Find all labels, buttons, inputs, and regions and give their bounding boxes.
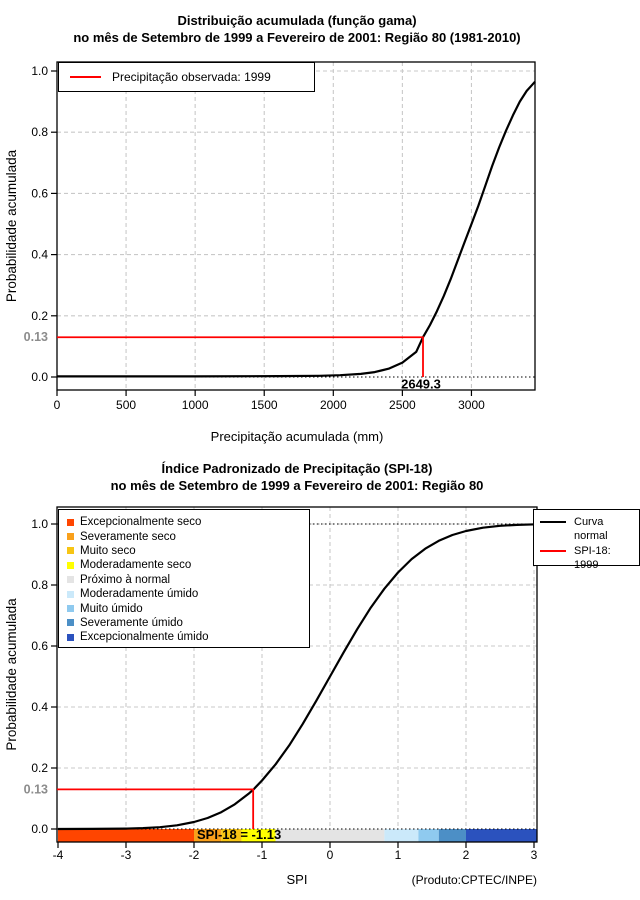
category-label: Moderadamente úmido [80,588,199,601]
spi-curves-legend: Curva normal SPI-18: 1999 [533,509,640,571]
y-tick-label: 1.0 [31,517,48,531]
curve-legend-label: Curva normal [574,516,608,542]
y-axis-label: Probabilidade acumulada [4,598,19,751]
colorbar-segment [438,829,466,842]
x-tick-label: -1 [257,848,268,862]
y-axis-label: Probabilidade acumulada [4,149,19,302]
legend-item: Muito seco [67,544,309,558]
legend-item: Excepcionalmente seco [67,515,309,529]
category-label: Severamente úmido [80,616,183,629]
legend-item: Muito úmido [67,601,309,615]
gamma-chart-title: Distribuição acumulada (função gama) no … [0,12,594,46]
y-tick-label: 0.6 [31,186,48,200]
plot-box [56,61,536,391]
colorbar-segment [466,829,538,842]
red-line-swatch [540,550,566,552]
y-tick-label: 0.4 [31,248,48,262]
gamma-legend-label: Precipitação observada: 1999 [112,70,271,84]
category-swatch [67,547,74,555]
legend-item: Excepcionalmente úmido [67,630,309,644]
legend-item: Moderadamente seco [67,558,309,572]
y-tick-label: 0.6 [31,639,48,653]
colorbar-segment [418,829,439,842]
x-tick-label: 1 [395,848,402,862]
spi-x-axis-label: SPI [286,872,308,887]
highlight-y-label: 0.13 [24,782,48,796]
category-swatch [67,533,74,541]
y-tick-label: 0.2 [31,309,48,323]
category-label: Moderadamente seco [80,559,192,572]
category-swatch [67,561,74,569]
spi-legend-label: SPI-18: 1999 [574,545,611,571]
category-label: Muito seco [80,544,136,557]
colorbar-segment [384,829,419,842]
category-label: Severamente seco [80,530,176,543]
x-tick-label: 0 [327,848,334,862]
legend-item: SPI-18: 1999 [540,545,639,572]
y-tick-label: 0.0 [31,370,48,384]
category-label: Próximo à normal [80,573,171,586]
x-tick-label: 3 [531,848,538,862]
legend-item: Moderadamente úmido [67,587,309,601]
category-label: Excepcionalmente úmido [80,631,209,644]
x-tick-label: -3 [121,848,132,862]
spi-1999-line [57,788,255,829]
category-swatch [67,518,74,526]
legend-item: Próximo à normal [67,573,309,587]
y-tick-label: 0.2 [31,761,48,775]
gamma-legend: Precipitação observada: 1999 [58,62,315,92]
x-tick-label: 1000 [182,398,209,412]
y-tick-label: 1.0 [31,64,48,78]
normal-cdf-curve [57,523,537,831]
category-swatch [67,605,74,613]
colorbar-segment [194,829,222,842]
category-swatch [67,633,74,641]
category-label: Muito úmido [80,602,143,615]
y-tick-label: 0.8 [31,125,48,139]
legend-item: Curva normal [540,516,639,543]
colorbar-segment [221,829,242,842]
x-tick-label: 2000 [320,398,347,412]
gamma-cdf-curve [57,80,536,378]
legend-item: Severamente úmido [67,616,309,630]
gamma-title-line1: Distribuição acumulada (função gama) [177,13,417,28]
legend-item: Severamente seco [67,529,309,543]
x-tick-label: -2 [189,848,200,862]
y-tick-label: 0.8 [31,578,48,592]
observed-precipitation-line [57,336,424,377]
spi-categories-legend: Excepcionalmente seco Severamente seco M… [58,509,310,648]
spi-title-line2: no mês de Setembro de 1999 a Fevereiro d… [110,478,484,493]
spi-value-annotation: SPI-18 = -1.13 [197,827,282,842]
x-tick-label: 1500 [251,398,278,412]
x-tick-label: -4 [53,848,64,862]
category-swatch [67,619,74,627]
category-swatch [67,576,74,584]
x-tick-label: 3000 [458,398,485,412]
spi-chart-title: Índice Padronizado de Precipitação (SPI-… [0,460,594,494]
colorbar-segment [241,829,276,842]
category-label: Excepcionalmente seco [80,516,202,529]
highlight-x-label: 2649.3 [401,377,441,392]
x-tick-label: 2500 [389,398,416,412]
highlight-y-label: 0.13 [24,330,48,344]
y-tick-label: 0.0 [31,822,48,836]
gamma-title-line2: no mês de Setembro de 1999 a Fevereiro d… [73,30,521,45]
colorbar-segment [58,829,194,842]
plot-box [56,506,538,843]
x-tick-label: 0 [54,398,61,412]
category-swatch [67,590,74,598]
producer-credit: (Produto:CPTEC/INPE) [411,873,537,887]
x-tick-label: 500 [116,398,136,412]
gamma-x-axis-label: Precipitação acumulada (mm) [210,429,384,444]
red-line-swatch [70,76,101,78]
black-line-swatch [540,521,566,523]
x-tick-label: 2 [463,848,470,862]
colorbar-segment [275,829,385,842]
y-tick-label: 0.4 [31,700,48,714]
spi-title-line1: Índice Padronizado de Precipitação (SPI-… [161,461,433,476]
